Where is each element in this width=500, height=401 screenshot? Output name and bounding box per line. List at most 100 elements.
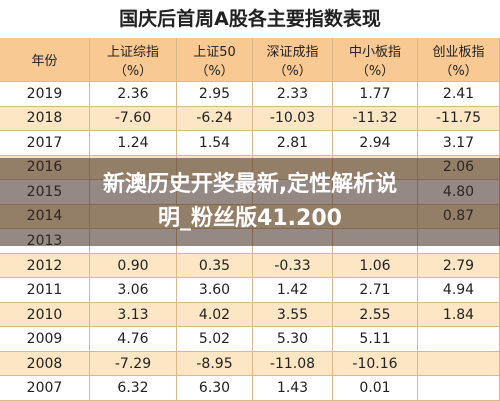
cell-text: 深证成指: [266, 44, 319, 60]
cell-text: -11.32: [352, 110, 398, 127]
cell-text: -7.29: [114, 355, 152, 372]
cell-text: 2008: [26, 355, 63, 372]
table-cell: 6.32: [90, 376, 177, 401]
table-cell: 3.17: [418, 131, 500, 156]
table-cell: [418, 376, 500, 401]
cell-text: 2.55: [359, 306, 391, 323]
cell-text: 创业板指: [432, 44, 485, 60]
table-cell: 0.01: [333, 376, 418, 401]
table-cell: 1.06: [333, 253, 418, 279]
cell-text: 3.17: [442, 134, 475, 151]
table-cell: 2.95: [177, 82, 253, 107]
header-cell: 年份: [0, 38, 90, 82]
cell-text: 1.84: [442, 306, 475, 323]
overlay-banner: 新澳历史开奖最新,定性解析说 明_粉丝版41.200: [0, 158, 500, 246]
table-cell: 4.02: [177, 302, 253, 328]
cell-text: （%）: [273, 63, 312, 79]
cell-text: 6.30: [198, 380, 231, 397]
table-cell: 5.30: [253, 327, 333, 352]
header-cell: 创业板指 （%）: [418, 38, 500, 82]
cell-text: 1.43: [276, 380, 309, 397]
table-cell: 2.55: [333, 302, 418, 328]
cell-text: 2019: [26, 85, 63, 102]
table-cell: 2008: [0, 351, 90, 377]
cell-text: 0.01: [359, 380, 391, 397]
table-cell: 0.35: [177, 253, 253, 279]
table-cell: -6.24: [177, 106, 253, 132]
cell-text: -10.03: [269, 110, 316, 127]
table-cell: 5.11: [333, 327, 418, 352]
cell-text: （%）: [113, 63, 153, 79]
table-cell: [418, 351, 500, 377]
table-cell: 1.84: [418, 302, 500, 328]
title: 国庆后首周A股各主要指数表现: [119, 8, 381, 30]
table-cell: [418, 327, 500, 352]
cell-text: 3.55: [276, 306, 309, 323]
cell-text: 0.90: [117, 257, 149, 274]
table-cell: 2.71: [333, 278, 418, 303]
table-cell: 2.94: [333, 131, 418, 156]
cell-text: -8.95: [196, 355, 233, 372]
cell-text: 1.24: [117, 134, 149, 151]
table-cell: 2007: [0, 376, 90, 401]
cell-text: 1.42: [276, 282, 309, 299]
table-cell: -8.95: [177, 351, 253, 377]
cell-text: -10.16: [352, 355, 398, 372]
cell-text: 2012: [26, 257, 63, 274]
table-cell: -11.08: [253, 351, 333, 377]
cell-text: 2009: [26, 331, 63, 348]
cell-text: 4.94: [442, 282, 475, 299]
table-cell: 0.90: [90, 253, 177, 279]
table-cell: 2.36: [90, 82, 177, 107]
table-cell: 1.43: [253, 376, 333, 401]
table-cell: -0.33: [253, 253, 333, 279]
table-cell: 6.30: [177, 376, 253, 401]
table-cell: 2009: [0, 327, 90, 352]
cell-text: 2018: [26, 110, 63, 127]
table-cell: 2.81: [253, 131, 333, 156]
cell-text: 上证综指: [106, 44, 159, 60]
table-cell: -7.29: [90, 351, 177, 377]
table-cell: 2012: [0, 253, 90, 279]
table-cell: 2.79: [418, 253, 500, 279]
table-cell: -10.16: [333, 351, 418, 377]
cell-text: （%）: [355, 63, 395, 79]
table-cell: -7.60: [90, 106, 177, 132]
cell-text: 2.81: [276, 134, 309, 151]
cell-text: 3.60: [198, 282, 231, 299]
cell-text: 2.79: [442, 257, 475, 274]
cell-text: 1.77: [359, 85, 391, 102]
cell-text: 2017: [26, 134, 63, 151]
table-cell: -11.75: [418, 106, 500, 132]
cell-text: 2.36: [117, 85, 149, 102]
cell-text: （%）: [195, 63, 234, 79]
table-cell: 2018: [0, 106, 90, 132]
table-cell: 4.94: [418, 278, 500, 303]
cell-text: 2.41: [442, 85, 475, 102]
table-cell: 3.13: [90, 302, 177, 328]
cell-text: 0.35: [198, 257, 231, 274]
cell-text: -11.75: [435, 110, 482, 127]
header-cell: 上证50 （%）: [177, 38, 253, 82]
table-cell: -10.03: [253, 106, 333, 132]
overlay-text: 明_粉丝版41.200: [158, 206, 342, 231]
table-cell: 2010: [0, 302, 90, 328]
cell-text: -7.60: [114, 110, 152, 127]
cell-text: 2011: [26, 282, 63, 299]
cell-text: -11.08: [269, 355, 316, 372]
cell-text: 4.02: [198, 306, 231, 323]
cell-text: 6.32: [117, 380, 149, 397]
cell-text: 2.94: [359, 134, 391, 151]
table-cell: 2017: [0, 131, 90, 156]
cell-text: -6.24: [196, 110, 233, 127]
header-cell: 上证综指 （%）: [90, 38, 177, 82]
cell-text: 年份: [31, 54, 58, 69]
table-cell: 2019: [0, 82, 90, 107]
table-cell: 3.55: [253, 302, 333, 328]
cell-text: 2010: [26, 306, 63, 323]
cell-text: 1.06: [359, 257, 391, 274]
header-cell: 中小板指 （%）: [333, 38, 418, 82]
cell-text: 1.54: [198, 134, 231, 151]
table-cell: 5.02: [177, 327, 253, 352]
